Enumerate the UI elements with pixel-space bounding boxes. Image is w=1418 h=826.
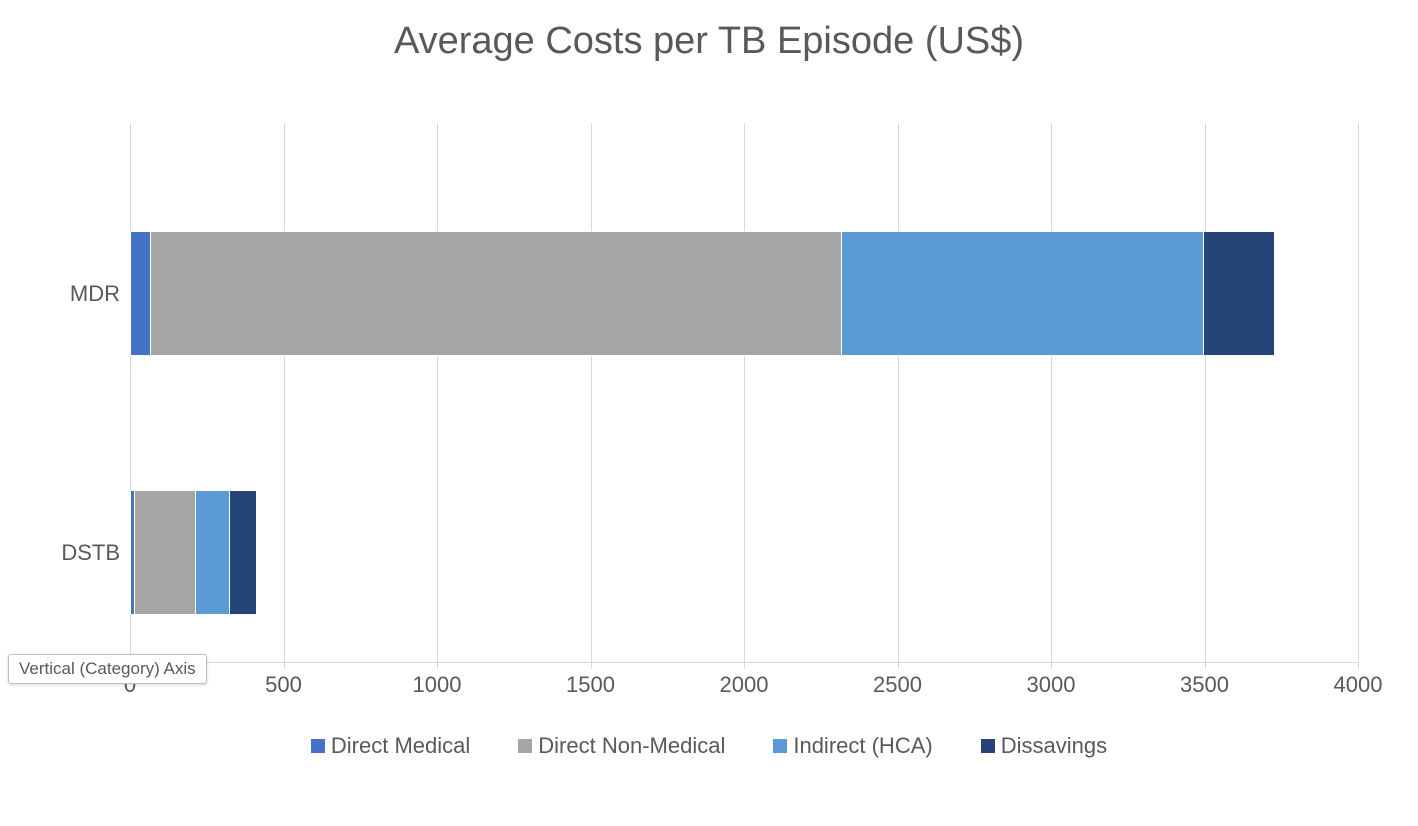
bar-segment-dstb-2[interactable] xyxy=(196,490,230,615)
bar-mdr xyxy=(130,231,1275,356)
legend-swatch xyxy=(773,739,787,753)
legend-item[interactable]: Indirect (HCA) xyxy=(773,733,932,759)
x-tick-label: 2000 xyxy=(720,672,769,698)
x-tick-label: 4000 xyxy=(1334,672,1383,698)
x-tick-mark xyxy=(284,663,285,669)
x-tick-mark xyxy=(1051,663,1052,669)
bar-segment-dstb-1[interactable] xyxy=(135,490,196,615)
bar-segment-mdr-2[interactable] xyxy=(842,231,1204,356)
x-tick-label: 2500 xyxy=(873,672,922,698)
gridline xyxy=(1205,123,1206,663)
bar-segment-mdr-0[interactable] xyxy=(130,231,151,356)
legend-item[interactable]: Direct Medical xyxy=(311,733,470,759)
x-tick-mark xyxy=(437,663,438,669)
gridline xyxy=(591,123,592,663)
legend-item[interactable]: Dissavings xyxy=(981,733,1107,759)
chart-container: 05001000150020002500300035004000MDRDSTB xyxy=(40,83,1378,723)
x-tick-label: 1500 xyxy=(566,672,615,698)
chart-title: Average Costs per TB Episode (US$) xyxy=(40,20,1378,63)
x-tick-label: 3000 xyxy=(1027,672,1076,698)
legend-swatch xyxy=(518,739,532,753)
bar-segment-mdr-3[interactable] xyxy=(1204,231,1275,356)
x-tick-label: 500 xyxy=(265,672,302,698)
y-tick-label-dstb: DSTB xyxy=(50,540,120,566)
legend-swatch xyxy=(311,739,325,753)
gridline xyxy=(1051,123,1052,663)
legend-item[interactable]: Direct Non-Medical xyxy=(518,733,725,759)
bar-dstb xyxy=(130,490,257,615)
gridline xyxy=(1358,123,1359,663)
legend: Direct Medical Direct Non-Medical Indirect… xyxy=(40,733,1378,759)
x-tick-mark xyxy=(744,663,745,669)
axis-tooltip: Vertical (Category) Axis xyxy=(8,654,207,684)
legend-label: Dissavings xyxy=(1001,733,1107,759)
bar-segment-dstb-3[interactable] xyxy=(230,490,258,615)
gridline xyxy=(284,123,285,663)
x-tick-mark xyxy=(591,663,592,669)
x-tick-mark xyxy=(1358,663,1359,669)
gridline xyxy=(744,123,745,663)
legend-label: Direct Non-Medical xyxy=(538,733,725,759)
x-tick-label: 3500 xyxy=(1180,672,1229,698)
x-tick-label: 1000 xyxy=(413,672,462,698)
legend-swatch xyxy=(981,739,995,753)
bar-segment-mdr-1[interactable] xyxy=(151,231,842,356)
gridline xyxy=(898,123,899,663)
gridline xyxy=(437,123,438,663)
legend-label: Direct Medical xyxy=(331,733,470,759)
x-tick-mark xyxy=(1205,663,1206,669)
legend-label: Indirect (HCA) xyxy=(793,733,932,759)
y-tick-label-mdr: MDR xyxy=(50,281,120,307)
plot-area: 05001000150020002500300035004000MDRDSTB xyxy=(130,123,1358,663)
x-tick-mark xyxy=(898,663,899,669)
